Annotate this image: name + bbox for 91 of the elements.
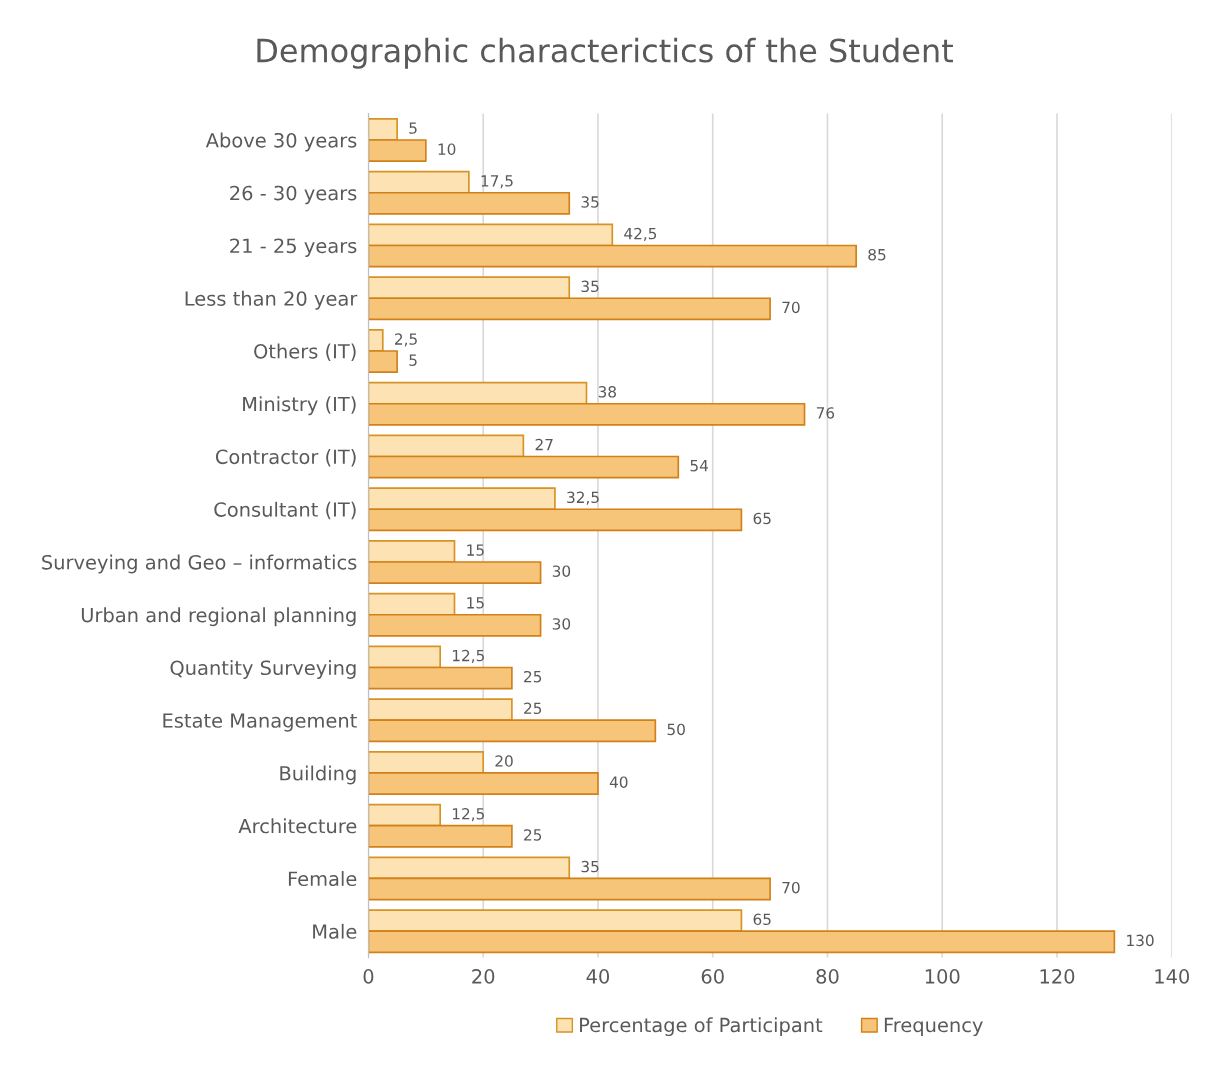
data-label: 17,5 xyxy=(481,175,513,189)
y-tick-label: Consultant (IT) xyxy=(214,501,356,520)
bar xyxy=(368,276,571,300)
data-label: 30 xyxy=(552,565,571,577)
bar xyxy=(368,856,571,880)
bar xyxy=(368,329,384,352)
y-tick-label: Estate Management xyxy=(163,713,357,732)
y-tick-label: Quantity Surveying xyxy=(170,660,356,679)
bar xyxy=(368,223,614,247)
x-tick-label: 140 xyxy=(1155,969,1190,984)
bar xyxy=(368,909,743,933)
bar xyxy=(368,381,588,405)
bar xyxy=(368,719,657,743)
bar xyxy=(368,118,398,141)
legend-label: Percentage of Participant xyxy=(580,1017,823,1037)
bar xyxy=(368,508,743,532)
bar xyxy=(368,751,485,774)
bar xyxy=(368,402,806,426)
data-label: 76 xyxy=(816,407,835,419)
data-label: 27 xyxy=(535,438,553,451)
data-label: 12,5 xyxy=(452,649,484,663)
y-tick-label: Female xyxy=(288,871,357,887)
y-tick-label: Building xyxy=(280,765,356,785)
data-label: 65 xyxy=(753,913,771,926)
bar xyxy=(368,772,599,795)
bar xyxy=(368,350,398,373)
y-tick-label: Above 30 years xyxy=(205,132,357,152)
bar xyxy=(368,244,858,268)
bar xyxy=(368,613,542,637)
data-label: 10 xyxy=(438,143,456,155)
data-label: 35 xyxy=(581,860,599,873)
data-label: 12,5 xyxy=(452,808,484,822)
data-label: 5 xyxy=(409,122,417,134)
data-label: 25 xyxy=(524,829,542,841)
bar xyxy=(368,698,513,722)
y-tick-label: Urban and regional planning xyxy=(81,607,356,627)
x-tick-label: 80 xyxy=(816,969,839,984)
x-tick-label: 100 xyxy=(925,969,960,984)
bar xyxy=(368,824,513,848)
x-tick-label: 60 xyxy=(701,969,724,984)
chart-title: Demographic characterictics of the Student xyxy=(257,37,953,69)
y-tick-label: Less than 20 year xyxy=(185,290,358,310)
x-tick-label: 120 xyxy=(1040,969,1075,984)
y-tick-label: 26 - 30 years xyxy=(230,185,357,205)
data-label: 5 xyxy=(409,354,417,366)
bar xyxy=(368,487,556,511)
data-label: 40 xyxy=(609,776,628,788)
data-label: 35 xyxy=(581,280,599,293)
bar xyxy=(368,803,441,827)
y-tick-label: Surveying and Geo – informatics xyxy=(42,554,357,574)
data-label: 70 xyxy=(782,301,800,314)
bar xyxy=(368,455,680,479)
y-tick-label: 21 - 25 years xyxy=(230,238,357,257)
data-label: 54 xyxy=(690,460,708,472)
bar xyxy=(368,592,456,616)
data-label: 25 xyxy=(524,670,542,683)
data-label: 30 xyxy=(552,618,571,630)
data-label: 130 xyxy=(1127,934,1154,947)
bar xyxy=(368,540,456,563)
data-label: 50 xyxy=(667,723,685,736)
bar xyxy=(368,561,542,584)
x-tick-label: 40 xyxy=(586,969,610,984)
y-tick-label: Architecture xyxy=(238,818,357,834)
data-label: 35 xyxy=(581,196,599,208)
bar xyxy=(368,297,771,321)
data-label: 15 xyxy=(467,597,484,609)
y-tick-label: Contractor (IT) xyxy=(215,449,356,467)
data-label: 65 xyxy=(753,512,771,525)
data-label: 70 xyxy=(782,881,800,894)
bar xyxy=(368,666,513,690)
bar xyxy=(368,434,525,458)
bar xyxy=(368,170,470,194)
data-label: 2,5 xyxy=(395,333,417,347)
data-label: 42,5 xyxy=(624,227,657,241)
y-tick-label: Male xyxy=(313,923,357,939)
bar xyxy=(368,877,771,901)
legend-label: Frequency xyxy=(884,1017,983,1037)
data-label: 15 xyxy=(467,544,484,556)
y-tick-label: Ministry (IT) xyxy=(243,396,356,416)
y-tick-label: Others (IT) xyxy=(254,343,356,361)
data-label: 85 xyxy=(868,248,886,261)
data-label: 20 xyxy=(495,755,513,767)
x-tick-label: 20 xyxy=(472,969,495,984)
bar xyxy=(368,645,441,669)
bar xyxy=(368,930,1116,954)
data-label: 25 xyxy=(524,702,542,715)
bar xyxy=(368,139,427,162)
data-label: 38 xyxy=(598,386,616,398)
bar xyxy=(368,191,571,215)
data-label: 32,5 xyxy=(567,491,599,505)
x-tick-label: 0 xyxy=(363,969,374,984)
